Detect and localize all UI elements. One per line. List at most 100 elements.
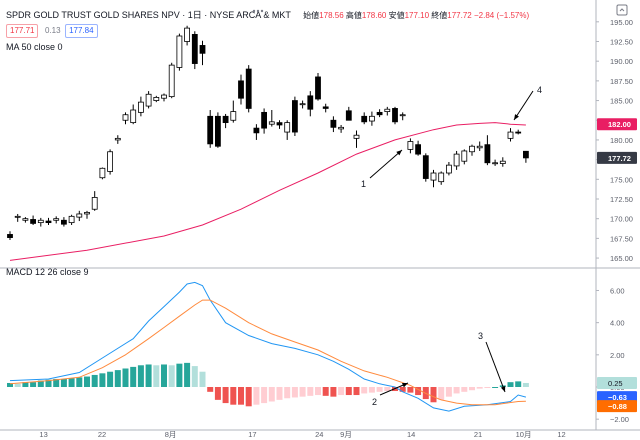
- candle-body: [453, 153, 460, 167]
- macd-histogram-bar: [45, 379, 52, 387]
- time-axis-label: 24: [315, 430, 323, 439]
- candle-body: [99, 167, 106, 179]
- annotation-label-3: 3: [478, 331, 483, 341]
- macd-histogram-bar: [315, 387, 321, 396]
- candle-body: [368, 115, 375, 122]
- macd-histogram-bar: [322, 387, 329, 396]
- interval-label[interactable]: 1日: [187, 10, 202, 20]
- candle-body: [53, 218, 60, 221]
- macd-histogram-bar: [37, 380, 44, 387]
- macd-histogram-bar: [107, 371, 114, 387]
- candle-body: [492, 162, 499, 165]
- candle-body: [353, 134, 360, 139]
- candle-body: [84, 211, 90, 215]
- time-axis-label: 21: [474, 430, 482, 439]
- macd-last-value-bg: [597, 391, 637, 404]
- collapse-icon[interactable]: [616, 4, 628, 16]
- open-label: 始値: [303, 11, 320, 20]
- candle-body: [238, 80, 244, 99]
- time-axis-label: 13: [39, 430, 47, 439]
- macd-histogram-bar: [114, 370, 121, 387]
- annotation-arrow-2-head: [402, 383, 408, 388]
- annotation-arrow-4-shaft: [513, 90, 534, 121]
- price-last-value: 177.72: [608, 154, 631, 163]
- symbol-name[interactable]: SPDR GOLD TRUST GOLD SHARES NPV: [6, 10, 180, 20]
- annotation-label-4: 4: [537, 85, 542, 95]
- candle-body: [392, 108, 398, 123]
- macd-histogram-bar: [122, 368, 129, 387]
- candle-body: [161, 94, 167, 99]
- candle-body: [445, 164, 452, 174]
- candle-body: [345, 110, 352, 121]
- macd-histogram-bar: [245, 387, 252, 407]
- candle-body: [469, 145, 475, 153]
- candle-body: [168, 64, 175, 98]
- macd-histogram-bar: [230, 387, 237, 405]
- candle-body: [253, 127, 260, 134]
- annotation-arrow-1-shaft: [369, 149, 403, 179]
- macd-histogram-bar: [368, 387, 375, 393]
- macd-histogram-bar: [430, 387, 437, 403]
- candle-body: [245, 68, 252, 109]
- candle-body: [37, 219, 44, 224]
- macd-histogram-bar: [130, 366, 137, 387]
- low-label: 安値: [388, 11, 405, 20]
- close-value: 177.72: [447, 11, 472, 20]
- candle-body: [523, 150, 529, 159]
- macd-histogram-bar: [153, 365, 160, 387]
- macd-histogram-bar: [84, 376, 90, 387]
- candle-body: [484, 144, 491, 164]
- candle-body: [268, 121, 275, 125]
- macd-histogram-bar: [284, 387, 291, 399]
- price-tick-label: 167.50: [610, 234, 633, 243]
- price-tick-label: 172.50: [610, 195, 633, 204]
- macd-histogram-bar: [407, 387, 414, 393]
- more-dots-icon[interactable]: [252, 5, 264, 17]
- macd-tick-label: 6.00: [610, 286, 625, 295]
- ma-indicator-label[interactable]: MA 50 close 0: [6, 42, 63, 52]
- candle-body: [399, 114, 406, 117]
- macd-histogram-bar: [207, 387, 214, 392]
- price-last-value-bg: [597, 151, 637, 164]
- macd-histogram-bar: [145, 364, 152, 387]
- candle-body: [45, 220, 52, 224]
- time-axis-label: 22: [98, 430, 106, 439]
- macd-tick-label: 2.00: [610, 351, 625, 360]
- macd-last-value: −0.63: [608, 393, 627, 402]
- candle-body: [176, 35, 183, 68]
- macd-histogram-bar: [22, 382, 29, 387]
- candle-body: [130, 109, 137, 124]
- candle-body: [107, 151, 113, 172]
- buy-price-tag[interactable]: 177.84: [65, 24, 98, 38]
- candle-body: [14, 215, 21, 218]
- signal-last-value: −0.88: [608, 402, 627, 411]
- candle-body: [30, 219, 37, 224]
- macd-histogram-bar: [268, 387, 275, 402]
- macd-histogram-bar: [261, 387, 268, 404]
- candle-body: [261, 111, 268, 129]
- spread-value: 0.13: [44, 26, 61, 35]
- macd-histogram-bar: [353, 387, 360, 396]
- macd-indicator-label[interactable]: MACD 12 26 close 9: [6, 267, 89, 277]
- macd-histogram-bar: [361, 387, 368, 394]
- sell-price-tag[interactable]: 177.71: [6, 24, 39, 38]
- macd-histogram-bar: [507, 382, 514, 387]
- macd-histogram-bar: [291, 387, 298, 398]
- time-axis-label: 17: [248, 430, 256, 439]
- macd-histogram-bar: [53, 378, 60, 387]
- price-tick-label: 180.00: [610, 136, 633, 145]
- candle-body: [291, 100, 298, 133]
- price-tick-label: 170.00: [610, 215, 633, 224]
- macd-histogram-bar: [253, 387, 260, 405]
- candle-body: [7, 234, 13, 238]
- high-label: 高値: [345, 11, 362, 20]
- hist-last-value-bg: [597, 376, 637, 389]
- macd-histogram-bar: [76, 377, 83, 387]
- candle-body: [230, 111, 237, 121]
- ma-line: [9, 122, 526, 261]
- annotation-label-2: 2: [372, 397, 377, 407]
- ohlc-values: 始値178.56 高値178.60 安値177.10 終値177.72 −2.8…: [303, 11, 529, 20]
- candle-body: [361, 115, 368, 123]
- price-tick-label: 165.00: [610, 254, 633, 263]
- change-value: −2.84 (−1.57%): [473, 11, 530, 20]
